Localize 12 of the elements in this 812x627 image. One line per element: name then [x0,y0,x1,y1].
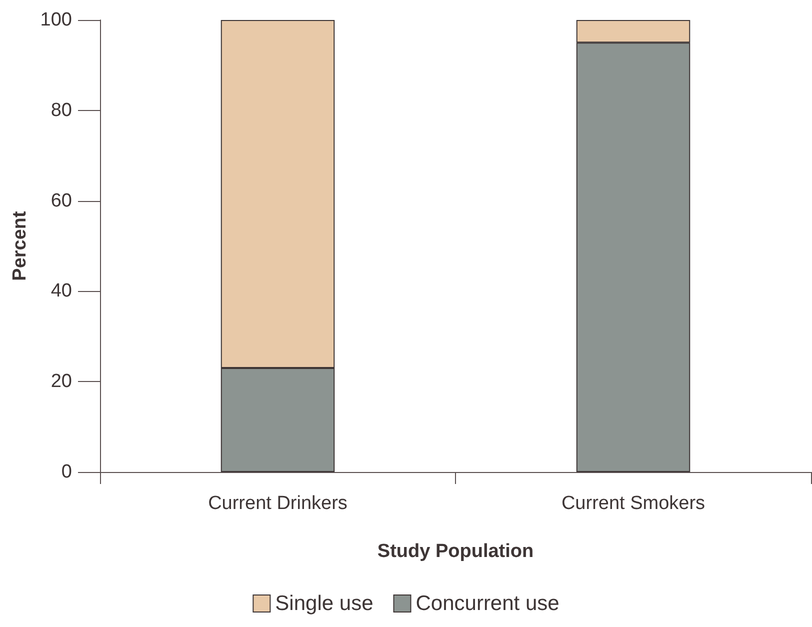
x-tick-label: Current Drinkers [208,493,348,514]
y-tick-label: 60 [50,190,72,212]
legend-label: Concurrent use [416,592,560,615]
x-axis-title: Study Population [377,541,534,562]
y-tick-label: 20 [50,371,72,392]
y-tick-label: 100 [40,10,72,30]
y-tick-label: 0 [61,462,72,482]
y-tick-label: 40 [50,280,72,302]
legend-label: Single use [275,592,374,615]
y-axis-title: Percent [9,210,30,281]
y-tick-label: 80 [50,100,72,121]
x-tick-label: Current Smokers [561,493,706,514]
